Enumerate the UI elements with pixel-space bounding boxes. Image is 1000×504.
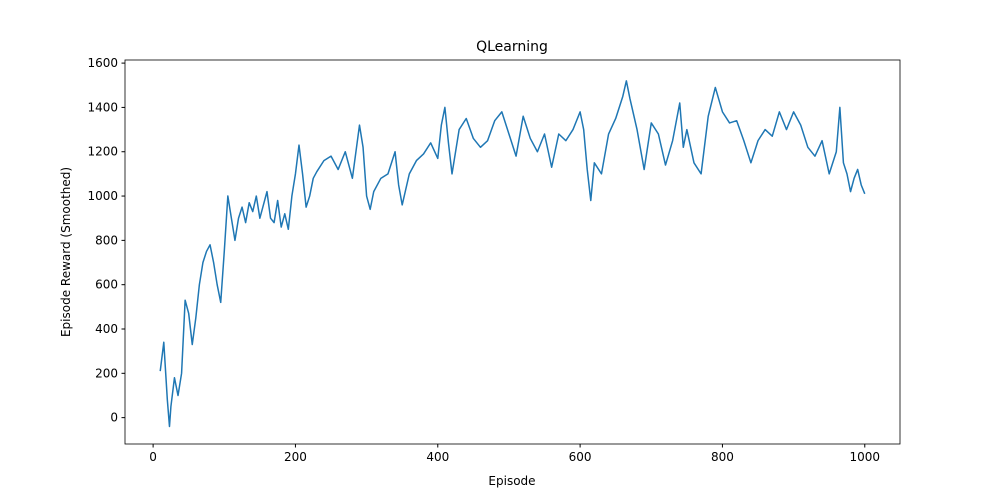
x-tick-label: 0 (149, 450, 157, 464)
y-tick-label: 200 (95, 366, 118, 380)
x-tick-label: 800 (711, 450, 734, 464)
y-tick-label: 0 (110, 411, 118, 425)
y-tick-label: 1400 (87, 100, 118, 114)
y-tick-label: 1000 (87, 189, 118, 203)
x-axis-label: Episode (488, 474, 535, 488)
y-tick-label: 800 (95, 233, 118, 247)
y-tick-label: 1200 (87, 145, 118, 159)
x-tick-label: 200 (284, 450, 307, 464)
plot-frame (124, 59, 901, 445)
y-tick-label: 1600 (87, 56, 118, 70)
y-tick-label: 400 (95, 322, 118, 336)
line (159, 80, 866, 428)
y-axis-label: Episode Reward (Smoothed) (59, 167, 73, 337)
x-tick-label: 400 (426, 450, 449, 464)
y-tick-label: 600 (95, 278, 118, 292)
x-tick-label: 1000 (849, 450, 880, 464)
x-tick-label: 600 (569, 450, 592, 464)
chart-title: QLearning (476, 39, 548, 55)
